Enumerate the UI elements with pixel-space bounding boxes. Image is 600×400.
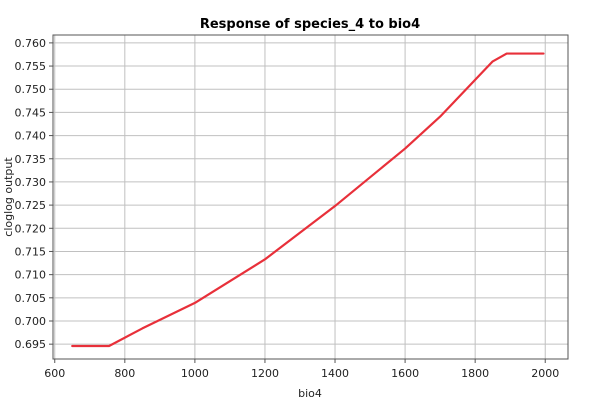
x-tick-label: 1000 (181, 367, 209, 380)
y-tick-label: 0.745 (15, 106, 47, 119)
y-tick-label: 0.705 (15, 292, 47, 305)
x-tick-label: 600 (44, 367, 65, 380)
x-tick-label: 1400 (321, 367, 349, 380)
chart-title: Response of species_4 to bio4 (200, 17, 420, 32)
x-axis: 600 800 1000 1200 1400 1600 1800 2000 (44, 359, 559, 380)
plot-area (53, 35, 568, 359)
y-axis-title: cloglog output (2, 157, 15, 237)
y-tick-label: 0.755 (15, 60, 47, 73)
y-axis: 0.695 0.700 0.705 0.710 0.715 0.720 0.725 0.730… (15, 37, 54, 351)
x-axis-title: bio4 (298, 387, 322, 400)
y-tick-label: 0.730 (15, 176, 47, 189)
y-tick-label: 0.735 (15, 153, 47, 166)
y-tick-label: 0.750 (15, 83, 47, 96)
x-tick-label: 1800 (461, 367, 489, 380)
y-tick-label: 0.710 (15, 269, 47, 282)
y-tick-label: 0.715 (15, 245, 47, 258)
y-tick-label: 0.700 (15, 315, 47, 328)
x-tick-label: 1600 (391, 367, 419, 380)
x-tick-label: 800 (114, 367, 135, 380)
y-tick-label: 0.740 (15, 130, 47, 143)
y-tick-label: 0.725 (15, 199, 47, 212)
y-tick-label: 0.760 (15, 37, 47, 50)
y-tick-label: 0.695 (15, 338, 47, 351)
x-tick-label: 2000 (531, 367, 559, 380)
x-tick-label: 1200 (251, 367, 279, 380)
y-tick-label: 0.720 (15, 222, 47, 235)
